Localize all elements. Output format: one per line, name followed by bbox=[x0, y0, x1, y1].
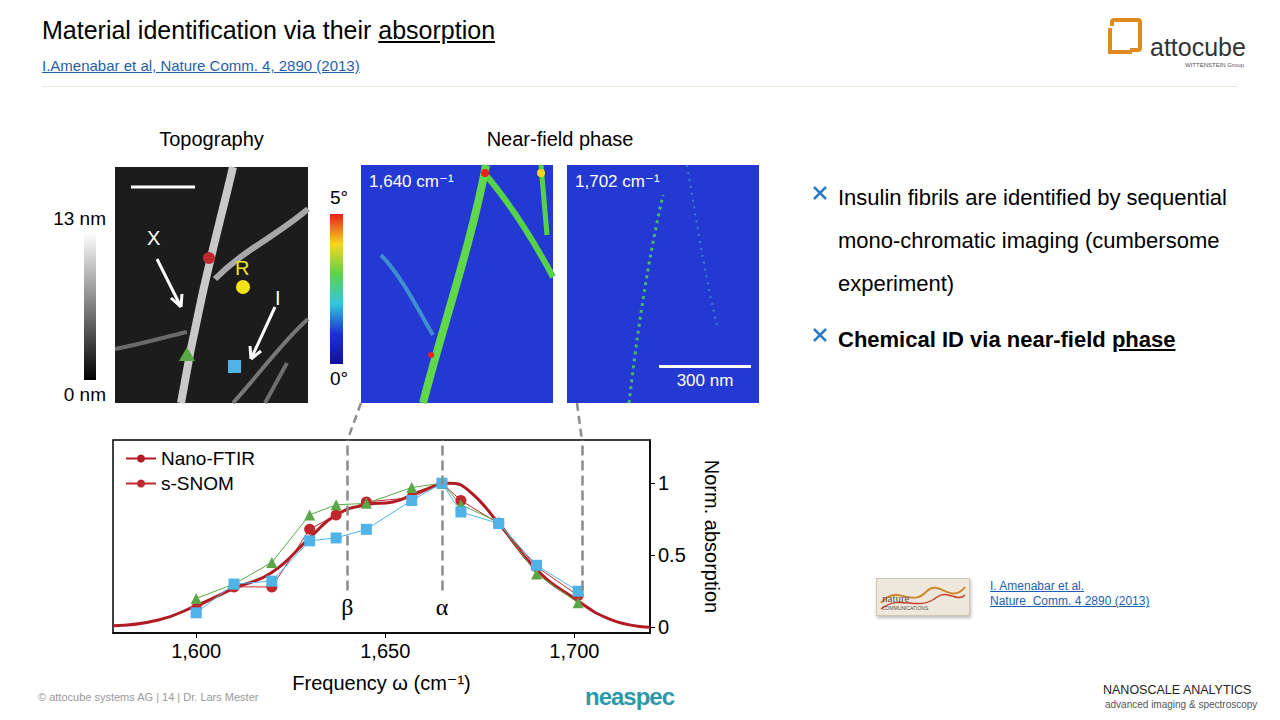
html-text:Insulin fibrils are identified: Insulin fibrils are identified by sequen… bbox=[838, 185, 1227, 296]
html-text:1,702 cm⁻¹: 1,702 cm⁻¹ bbox=[575, 172, 660, 191]
html-text:5°: 5° bbox=[330, 187, 349, 208]
html-text:0°: 0° bbox=[330, 368, 349, 389]
svg-text:1,600: 1,600 bbox=[171, 640, 221, 662]
html-text:NANOSCALE ANALYTICS: NANOSCALE ANALYTICS bbox=[1103, 683, 1252, 697]
html-text:Topography: Topography bbox=[159, 128, 264, 150]
html-text:attocube: attocube bbox=[1150, 33, 1246, 61]
html-text:© attocube systems AG | 14 | D: © attocube systems AG | 14 | Dr. Lars Me… bbox=[38, 691, 259, 703]
html-text:X: X bbox=[147, 227, 161, 249]
html-text:R: R bbox=[235, 257, 250, 279]
html-text:neaspec: neaspec bbox=[585, 683, 675, 710]
html-text:I: I bbox=[275, 287, 281, 309]
html-text:Near-field phase: Near-field phase bbox=[486, 128, 634, 150]
svg-text:β: β bbox=[341, 594, 353, 620]
html-text:Chemical ID via near-field pha: Chemical ID via near-field phase bbox=[838, 327, 1176, 352]
svg-text:Frequency ω (cm⁻¹): Frequency ω (cm⁻¹) bbox=[292, 672, 470, 694]
svg-text:Nano-FTIR: Nano-FTIR bbox=[161, 448, 255, 469]
html-text:300 nm: 300 nm bbox=[676, 371, 734, 390]
html-text:Material identification via th: Material identification via their absorp… bbox=[42, 16, 495, 44]
html-text:WITTENSTEIN Group: WITTENSTEIN Group bbox=[1185, 62, 1244, 68]
svg-text:1,650: 1,650 bbox=[360, 640, 410, 662]
svg-text:1: 1 bbox=[658, 472, 669, 494]
html-text:I.Amenabar et al, Nature Comm.: I.Amenabar et al, Nature Comm. 4, 2890 (… bbox=[42, 57, 360, 74]
html-text:COMMUNICATIONS: COMMUNICATIONS bbox=[882, 605, 929, 611]
svg-text:1,700: 1,700 bbox=[549, 640, 599, 662]
html-text:Nature Comm. 4 2890 (2013): Nature Comm. 4 2890 (2013) bbox=[990, 594, 1150, 608]
html-text:13 nm: 13 nm bbox=[53, 208, 106, 229]
svg-text:Norm. absorption: Norm. absorption bbox=[701, 460, 723, 613]
html-text:1,640 cm⁻¹: 1,640 cm⁻¹ bbox=[369, 172, 454, 191]
html-text:advanced imaging & spectroscop: advanced imaging & spectroscopy bbox=[1105, 699, 1258, 710]
svg-text:0.5: 0.5 bbox=[658, 544, 686, 566]
svg-text:0: 0 bbox=[658, 616, 669, 638]
svg-text:s-SNOM: s-SNOM bbox=[161, 473, 234, 494]
html-text:I. Amenabar et al.: I. Amenabar et al. bbox=[990, 579, 1085, 593]
html-text:nature: nature bbox=[882, 592, 910, 604]
svg-text:α: α bbox=[436, 594, 449, 620]
html-text:0 nm: 0 nm bbox=[63, 384, 106, 405]
